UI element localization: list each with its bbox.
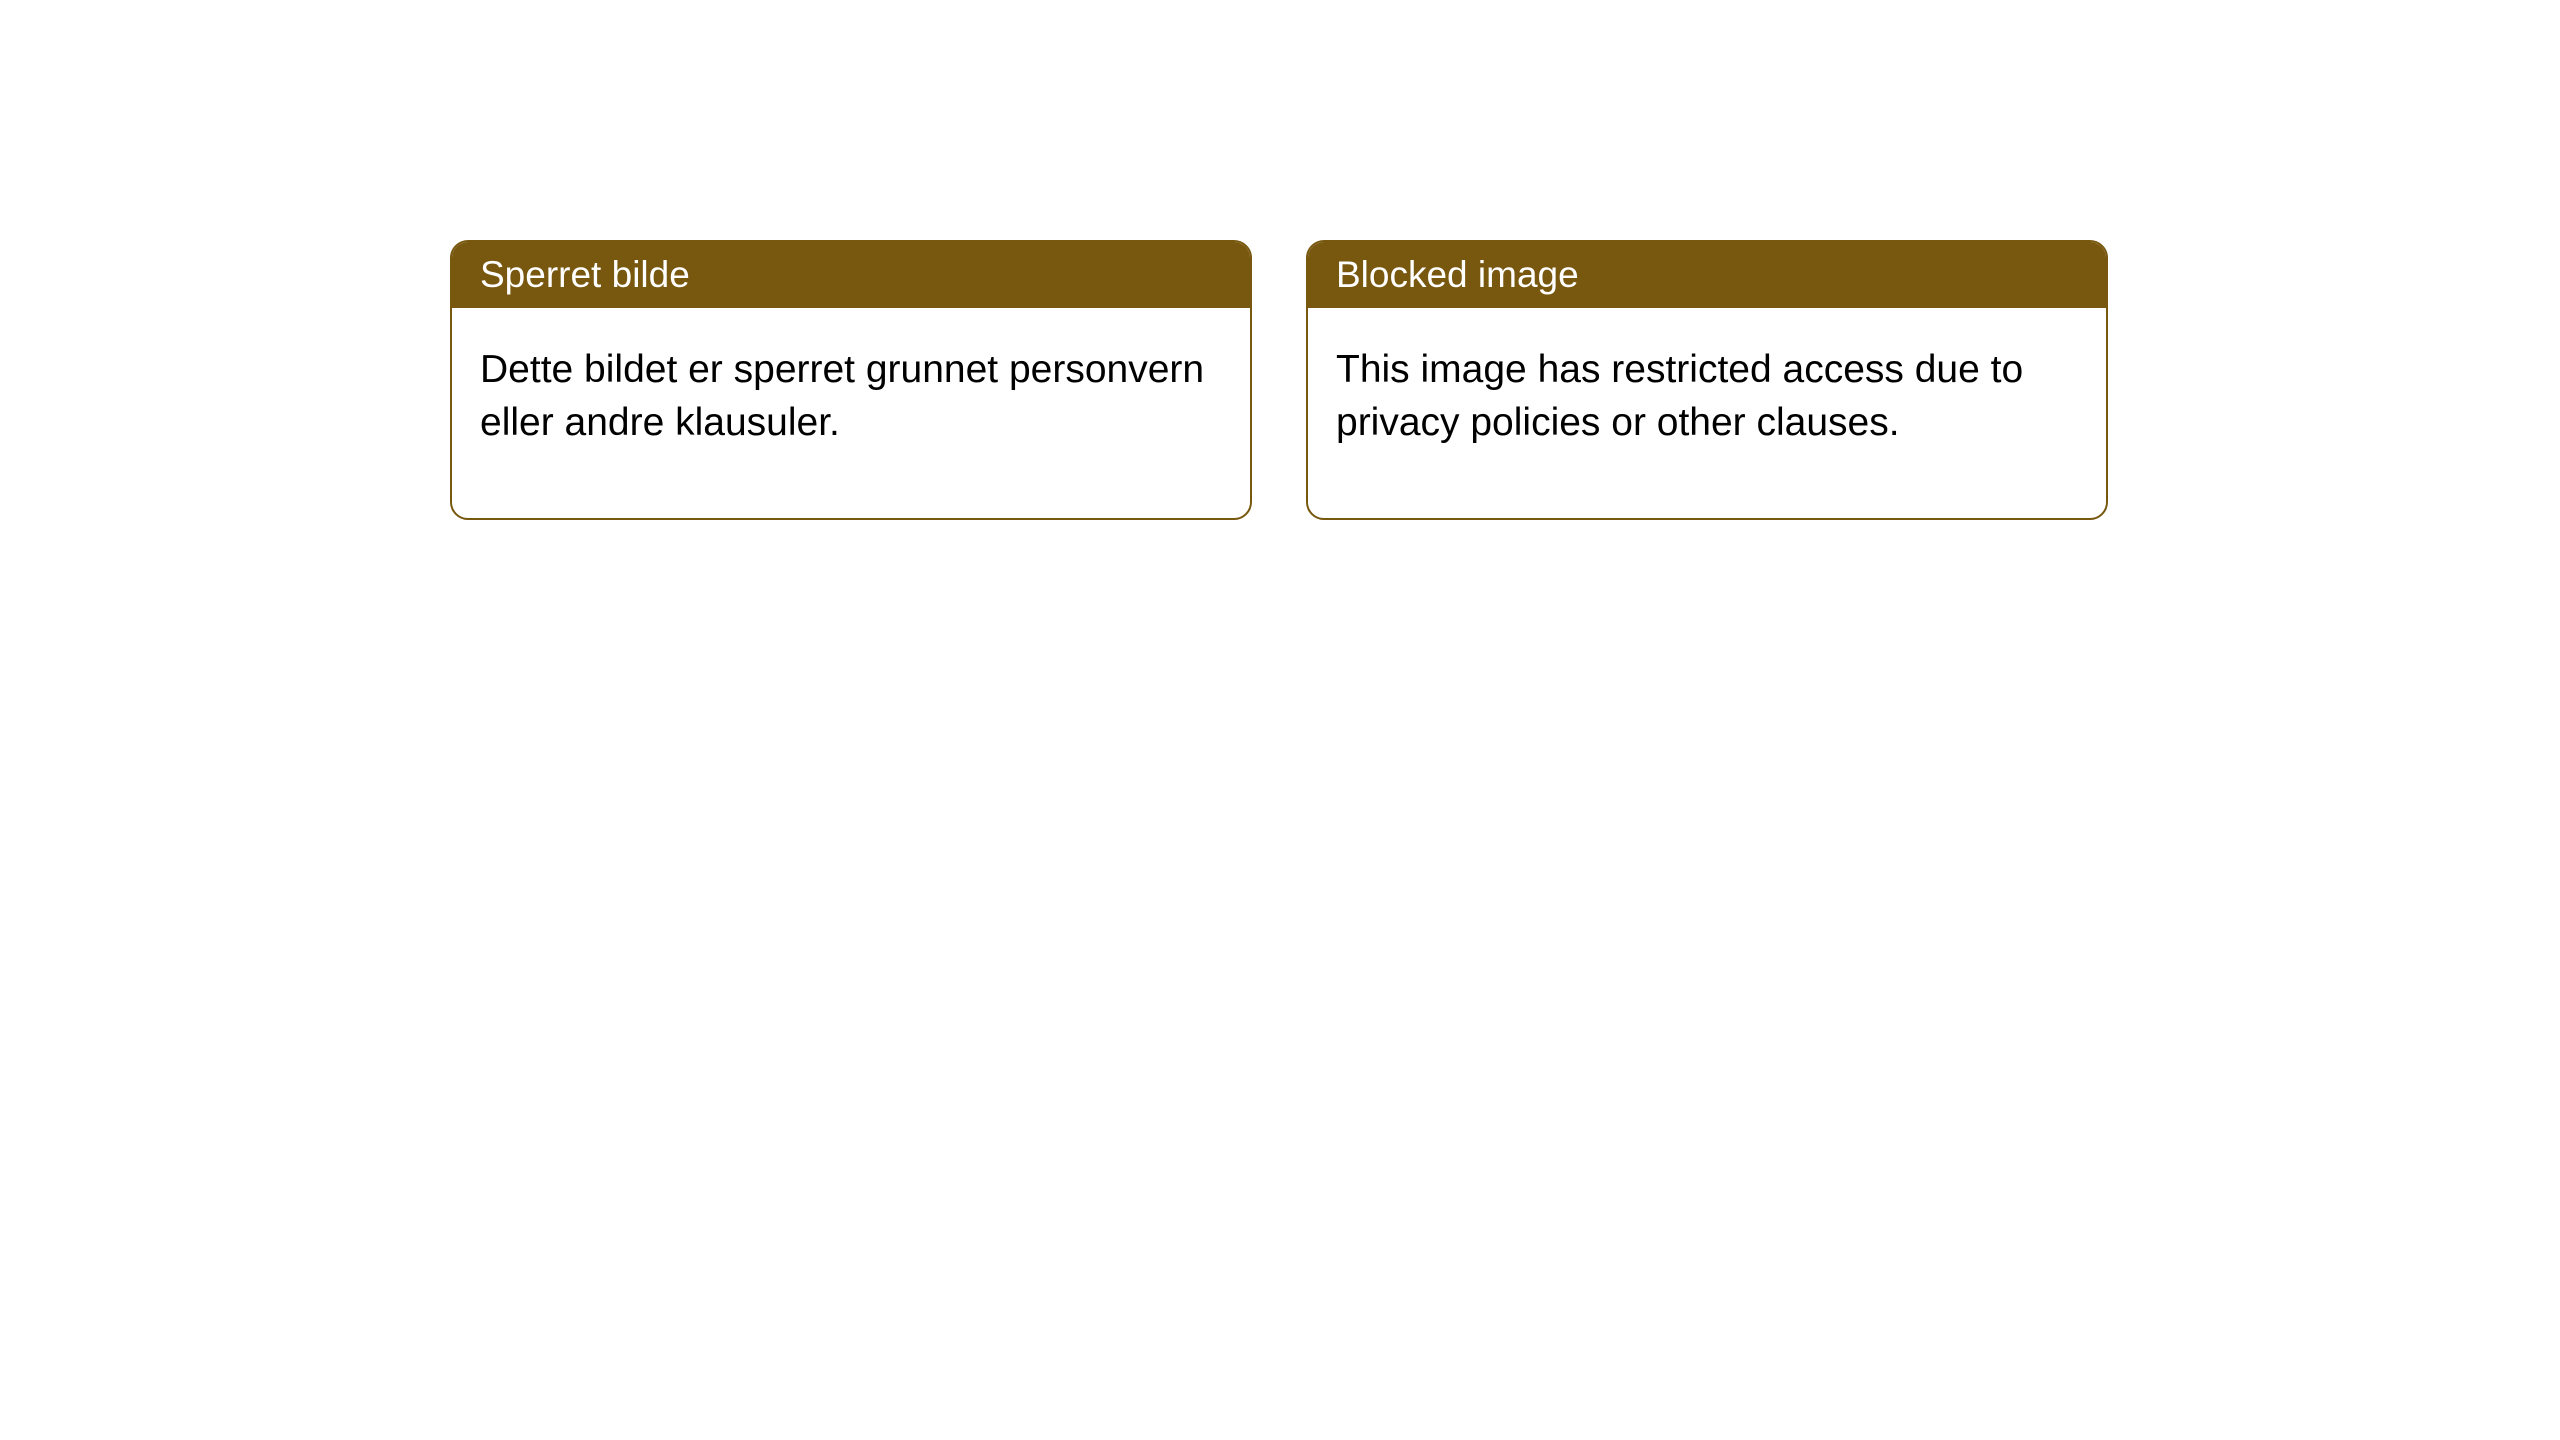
card-header-norwegian: Sperret bilde: [452, 242, 1250, 308]
card-message-norwegian: Dette bildet er sperret grunnet personve…: [480, 348, 1204, 444]
card-title-english: Blocked image: [1336, 254, 1579, 295]
notice-card-english: Blocked image This image has restricted …: [1306, 240, 2108, 520]
notice-container: Sperret bilde Dette bildet er sperret gr…: [0, 0, 2560, 520]
card-body-english: This image has restricted access due to …: [1308, 308, 2106, 518]
card-header-english: Blocked image: [1308, 242, 2106, 308]
card-body-norwegian: Dette bildet er sperret grunnet personve…: [452, 308, 1250, 518]
card-title-norwegian: Sperret bilde: [480, 254, 690, 295]
notice-card-norwegian: Sperret bilde Dette bildet er sperret gr…: [450, 240, 1252, 520]
card-message-english: This image has restricted access due to …: [1336, 348, 2023, 444]
